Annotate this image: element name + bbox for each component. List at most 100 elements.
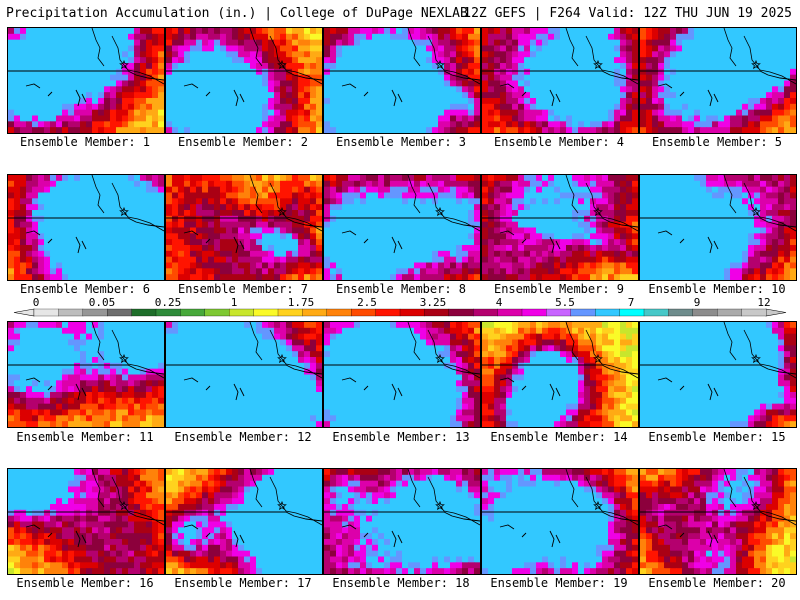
colorbar-swatch bbox=[473, 308, 499, 317]
lake-outline bbox=[499, 524, 561, 548]
colorbar-swatch bbox=[107, 308, 133, 317]
coastline bbox=[249, 469, 322, 526]
ensemble-member-label: Ensemble Member: 4 bbox=[493, 135, 625, 149]
colorbar-tick-label: 0 bbox=[33, 296, 40, 309]
capital-star-icon bbox=[593, 59, 603, 70]
colorbar-tick-label: 1.75 bbox=[288, 296, 315, 309]
capital-star-icon bbox=[593, 206, 603, 217]
coastline bbox=[91, 469, 164, 526]
colorbar-swatch bbox=[180, 308, 206, 317]
lake-outline bbox=[341, 377, 403, 401]
border-line bbox=[324, 511, 480, 522]
coastline bbox=[723, 469, 796, 526]
ensemble-member-label: Ensemble Member: 1 bbox=[19, 135, 151, 149]
capital-star-icon bbox=[435, 59, 445, 70]
coastline bbox=[723, 28, 796, 85]
precip-colorbar: 0 0.05 0.25 1 1.75 2.5 3.25 4 5.5 7 9 12 bbox=[0, 296, 800, 320]
border-line bbox=[640, 364, 796, 375]
border-line bbox=[324, 364, 480, 375]
capital-star-icon bbox=[435, 500, 445, 511]
colorbar-swatch bbox=[741, 308, 767, 317]
capital-star-icon bbox=[277, 206, 287, 217]
colorbar-swatch bbox=[668, 308, 694, 317]
colorbar-tick-label: 12 bbox=[757, 296, 770, 309]
capital-star-icon bbox=[277, 500, 287, 511]
map-title: Precipitation Accumulation (in.) | Colle… bbox=[6, 6, 468, 21]
border-line bbox=[8, 70, 164, 81]
ensemble-member-label: Ensemble Member: 8 bbox=[335, 282, 467, 296]
ensemble-member-label: Ensemble Member: 20 bbox=[648, 576, 786, 590]
ensemble-member-label: Ensemble Member: 15 bbox=[648, 430, 786, 444]
ensemble-map-panel bbox=[7, 321, 165, 428]
coastline bbox=[91, 322, 164, 379]
coastline bbox=[407, 28, 480, 85]
lake-outline bbox=[341, 230, 403, 254]
colorbar-swatch bbox=[497, 308, 523, 317]
border-line bbox=[8, 217, 164, 228]
capital-star-icon bbox=[751, 206, 761, 217]
border-line bbox=[640, 511, 796, 522]
border-line bbox=[482, 511, 638, 522]
lake-outline bbox=[25, 524, 87, 548]
ensemble-member-label: Ensemble Member: 7 bbox=[177, 282, 309, 296]
colorbar-swatch bbox=[643, 308, 669, 317]
ensemble-map-panel bbox=[323, 174, 481, 281]
colorbar-tick-label: 5.5 bbox=[555, 296, 575, 309]
colorbar-swatch bbox=[58, 308, 84, 317]
colorbar-swatch bbox=[33, 308, 59, 317]
ensemble-map-panel bbox=[323, 468, 481, 575]
lake-outline bbox=[183, 230, 245, 254]
ensemble-map-panel bbox=[481, 468, 639, 575]
coastline bbox=[249, 28, 322, 85]
capital-star-icon bbox=[751, 500, 761, 511]
colorbar-swatch bbox=[351, 308, 377, 317]
colorbar-swatch bbox=[692, 308, 718, 317]
ensemble-map-panel bbox=[639, 321, 797, 428]
border-line bbox=[8, 364, 164, 375]
colorbar-swatch bbox=[399, 308, 425, 317]
ensemble-member-label: Ensemble Member: 5 bbox=[651, 135, 783, 149]
capital-star-icon bbox=[593, 353, 603, 364]
colorbar-right-arrow bbox=[765, 308, 787, 317]
ensemble-member-label: Ensemble Member: 3 bbox=[335, 135, 467, 149]
colorbar-left-arrow bbox=[13, 308, 35, 317]
capital-star-icon bbox=[435, 206, 445, 217]
lake-outline bbox=[183, 83, 245, 107]
border-line bbox=[324, 70, 480, 81]
lake-outline bbox=[499, 83, 561, 107]
ensemble-map-panel bbox=[7, 468, 165, 575]
colorbar-swatch bbox=[131, 308, 157, 317]
lake-outline bbox=[25, 83, 87, 107]
capital-star-icon bbox=[119, 206, 129, 217]
border-line bbox=[166, 70, 322, 81]
capital-star-icon bbox=[751, 353, 761, 364]
ensemble-map-panel bbox=[481, 27, 639, 134]
colorbar-swatch bbox=[424, 308, 450, 317]
capital-star-icon bbox=[751, 59, 761, 70]
coastline bbox=[407, 322, 480, 379]
ensemble-map-panel bbox=[165, 27, 323, 134]
border-line bbox=[482, 217, 638, 228]
ensemble-member-label: Ensemble Member: 2 bbox=[177, 135, 309, 149]
lake-outline bbox=[341, 524, 403, 548]
lake-outline bbox=[657, 377, 719, 401]
lake-outline bbox=[499, 230, 561, 254]
capital-star-icon bbox=[119, 353, 129, 364]
capital-star-icon bbox=[119, 59, 129, 70]
border-line bbox=[166, 217, 322, 228]
ensemble-member-label: Ensemble Member: 12 bbox=[174, 430, 312, 444]
lake-outline bbox=[499, 377, 561, 401]
ensemble-map-panel bbox=[7, 27, 165, 134]
colorbar-swatch bbox=[253, 308, 279, 317]
ensemble-member-label: Ensemble Member: 10 bbox=[648, 282, 786, 296]
colorbar-tick-label: 9 bbox=[694, 296, 701, 309]
colorbar-tick-label: 0.25 bbox=[155, 296, 182, 309]
ensemble-map-panel bbox=[165, 321, 323, 428]
coastline bbox=[249, 175, 322, 232]
colorbar-tick-label: 4 bbox=[496, 296, 503, 309]
coastline bbox=[91, 28, 164, 85]
lake-outline bbox=[183, 377, 245, 401]
capital-star-icon bbox=[119, 500, 129, 511]
lake-outline bbox=[183, 524, 245, 548]
colorbar-swatch bbox=[546, 308, 572, 317]
